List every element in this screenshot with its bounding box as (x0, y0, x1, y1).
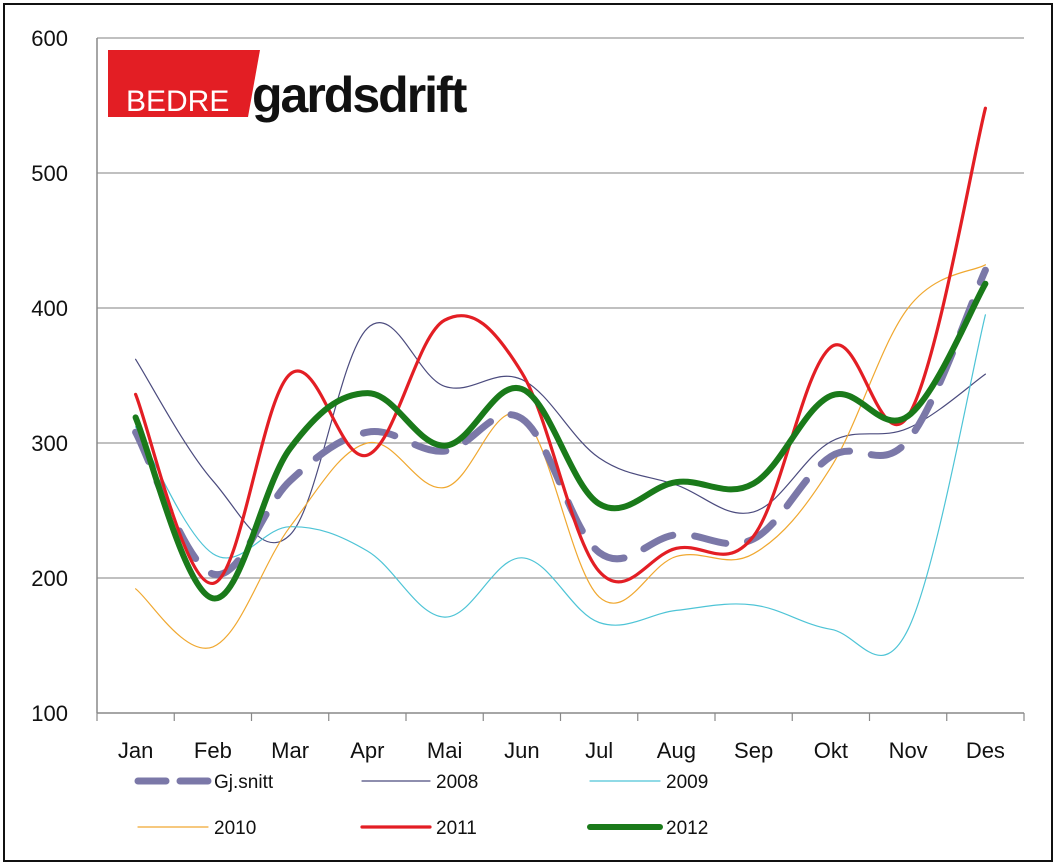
logo-red-block (108, 50, 260, 117)
axes (96, 38, 1025, 721)
series-lines (132, 106, 989, 656)
x-tick-label: Jul (585, 738, 613, 763)
y-tick-label: 500 (31, 161, 68, 186)
series-line-2008 (135, 321, 986, 544)
x-tick-label: Jun (504, 738, 539, 763)
x-tick-label: Mai (427, 738, 462, 763)
y-tick-label: 300 (31, 431, 68, 456)
y-tick-labels: 100 200 300 400 500 600 (31, 26, 68, 726)
legend: Gj.snitt 2008 2009 2010 2011 2012 (134, 772, 708, 839)
y-tick-label: 100 (31, 701, 68, 726)
logo-gardsdrift-text: gardsdrift (252, 67, 468, 123)
x-tick-label: Okt (814, 738, 848, 763)
x-tick-label: Aug (657, 738, 696, 763)
legend-label: 2010 (214, 818, 256, 839)
x-tick-label: Mar (271, 738, 309, 763)
y-tick-label: 400 (31, 296, 68, 321)
grid-lines (97, 37, 1024, 579)
legend-label: 2009 (666, 772, 708, 793)
y-tick-label: 200 (31, 566, 68, 591)
x-tick-label: Jan (118, 738, 153, 763)
legend-label: 2008 (436, 772, 478, 793)
x-tick-label: Feb (194, 738, 232, 763)
legend-label: 2011 (436, 818, 477, 839)
logo: BEDRE gardsdrift (108, 50, 470, 123)
chart-frame (3, 3, 1053, 862)
series-line-2012 (132, 280, 989, 602)
logo-bedre-text: BEDRE (126, 85, 229, 118)
series-line-2011 (134, 106, 987, 585)
x-tick-label: Sep (734, 738, 773, 763)
series-line-2009 (135, 314, 986, 656)
x-tick-label: Des (966, 738, 1005, 763)
legend-label: Gj.snitt (214, 772, 274, 793)
x-tick-label: Apr (350, 738, 384, 763)
legend-label: 2012 (666, 818, 708, 839)
x-tick-labels: Jan Feb Mar Apr Mai Jun Jul Aug Sep Okt Nov Des (118, 738, 1005, 763)
series-line-gj-snitt (132, 266, 989, 579)
series-line-2010 (135, 264, 986, 649)
x-tick-label: Nov (889, 738, 928, 763)
y-tick-label: 600 (31, 26, 68, 51)
